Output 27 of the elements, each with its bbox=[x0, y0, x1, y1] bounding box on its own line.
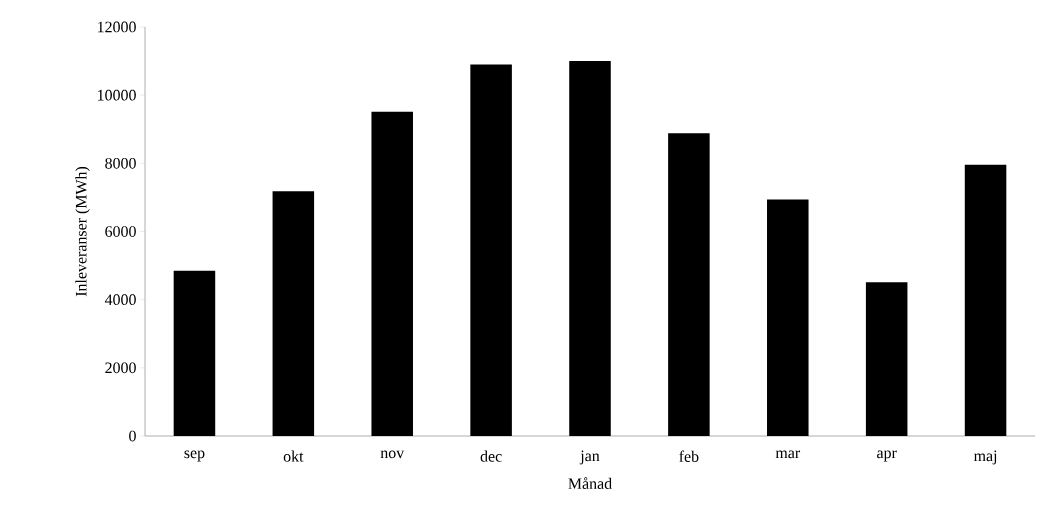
bar bbox=[964, 164, 1007, 436]
x-axis-title: Månad bbox=[568, 477, 612, 490]
y-tick-label: 6000 bbox=[105, 226, 136, 237]
x-tick-label: apr bbox=[877, 450, 897, 462]
x-tick-label: okt bbox=[283, 450, 304, 462]
y-tick-label: 2000 bbox=[105, 362, 136, 374]
x-tick-label: feb bbox=[679, 450, 699, 462]
x-tick-label: nov bbox=[380, 450, 405, 459]
y-tick-label: 12000 bbox=[98, 21, 136, 33]
bar bbox=[371, 111, 413, 436]
y-axis-title: Inleveranser (MWh) bbox=[75, 166, 90, 297]
bar bbox=[470, 64, 512, 436]
bar bbox=[173, 270, 216, 436]
y-tick-label: 10000 bbox=[98, 89, 136, 101]
bar bbox=[865, 282, 908, 436]
x-tick-label: dec bbox=[480, 450, 502, 462]
bar bbox=[767, 199, 809, 436]
y-tick-label: 8000 bbox=[105, 157, 136, 169]
y-tick-label: 0 bbox=[129, 430, 136, 442]
x-tick-label: mar bbox=[775, 450, 801, 459]
x-tick-label: jan bbox=[579, 450, 600, 465]
bar bbox=[668, 133, 710, 436]
bar bbox=[569, 61, 611, 436]
bar bbox=[272, 191, 315, 436]
y-tick-label: 4000 bbox=[104, 294, 136, 306]
x-tick-label: maj bbox=[973, 450, 997, 465]
x-tick-label: sep bbox=[184, 450, 205, 462]
